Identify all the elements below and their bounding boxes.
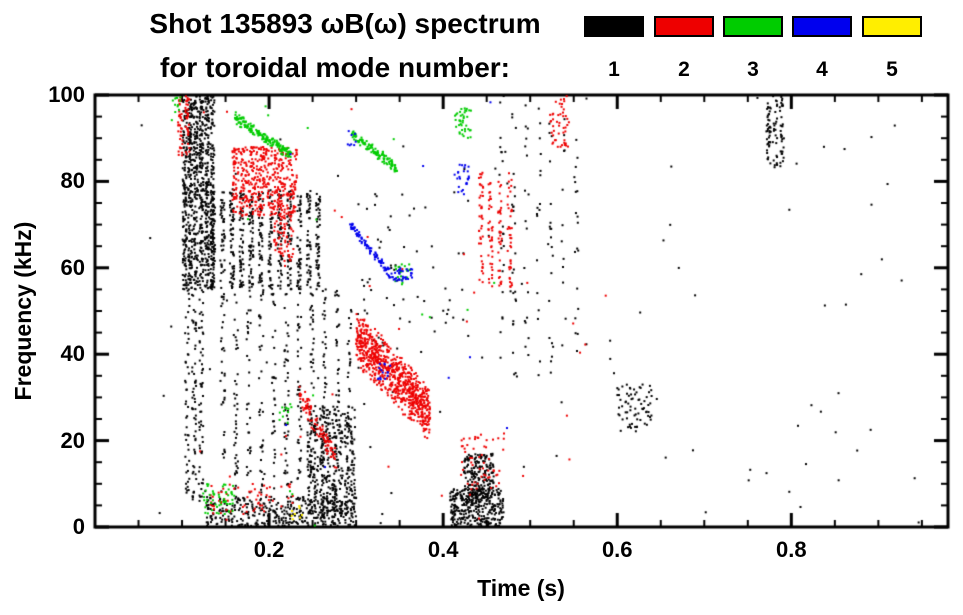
x-axis-label: Time (s) [477, 575, 565, 601]
legend-swatch-4 [792, 16, 852, 37]
y-tick-label: 40 [60, 341, 85, 367]
legend-swatch-2 [654, 16, 714, 37]
legend-swatch-3 [723, 16, 783, 37]
legend-label-4: 4 [816, 58, 828, 81]
x-tick-label: 0.8 [776, 537, 807, 562]
y-tick-label: 60 [60, 254, 85, 280]
legend-swatch-5 [862, 16, 922, 37]
legend-label-3: 3 [747, 58, 759, 81]
y-tick-label: 100 [48, 82, 85, 107]
y-tick-label: 80 [60, 168, 85, 194]
legend-label-1: 1 [608, 58, 620, 81]
y-tick-label: 20 [60, 427, 85, 453]
y-axis-label: Frequency (kHz) [10, 221, 36, 401]
y-tick-label: 0 [72, 514, 85, 539]
legend-label-2: 2 [678, 58, 690, 81]
chart-title-line2: for toroidal mode number: [160, 52, 510, 83]
mode-legend: 1 2 3 4 5 [0, 0, 963, 90]
x-tick-label: 0.2 [253, 537, 285, 562]
x-tick-label: 0.6 [601, 537, 633, 562]
x-tick-label: 0.4 [427, 537, 459, 562]
legend-label-5: 5 [886, 58, 898, 81]
legend-swatch-1 [584, 16, 644, 37]
chart-title-line1: Shot 135893 ωB(ω) spectrum [149, 8, 541, 39]
